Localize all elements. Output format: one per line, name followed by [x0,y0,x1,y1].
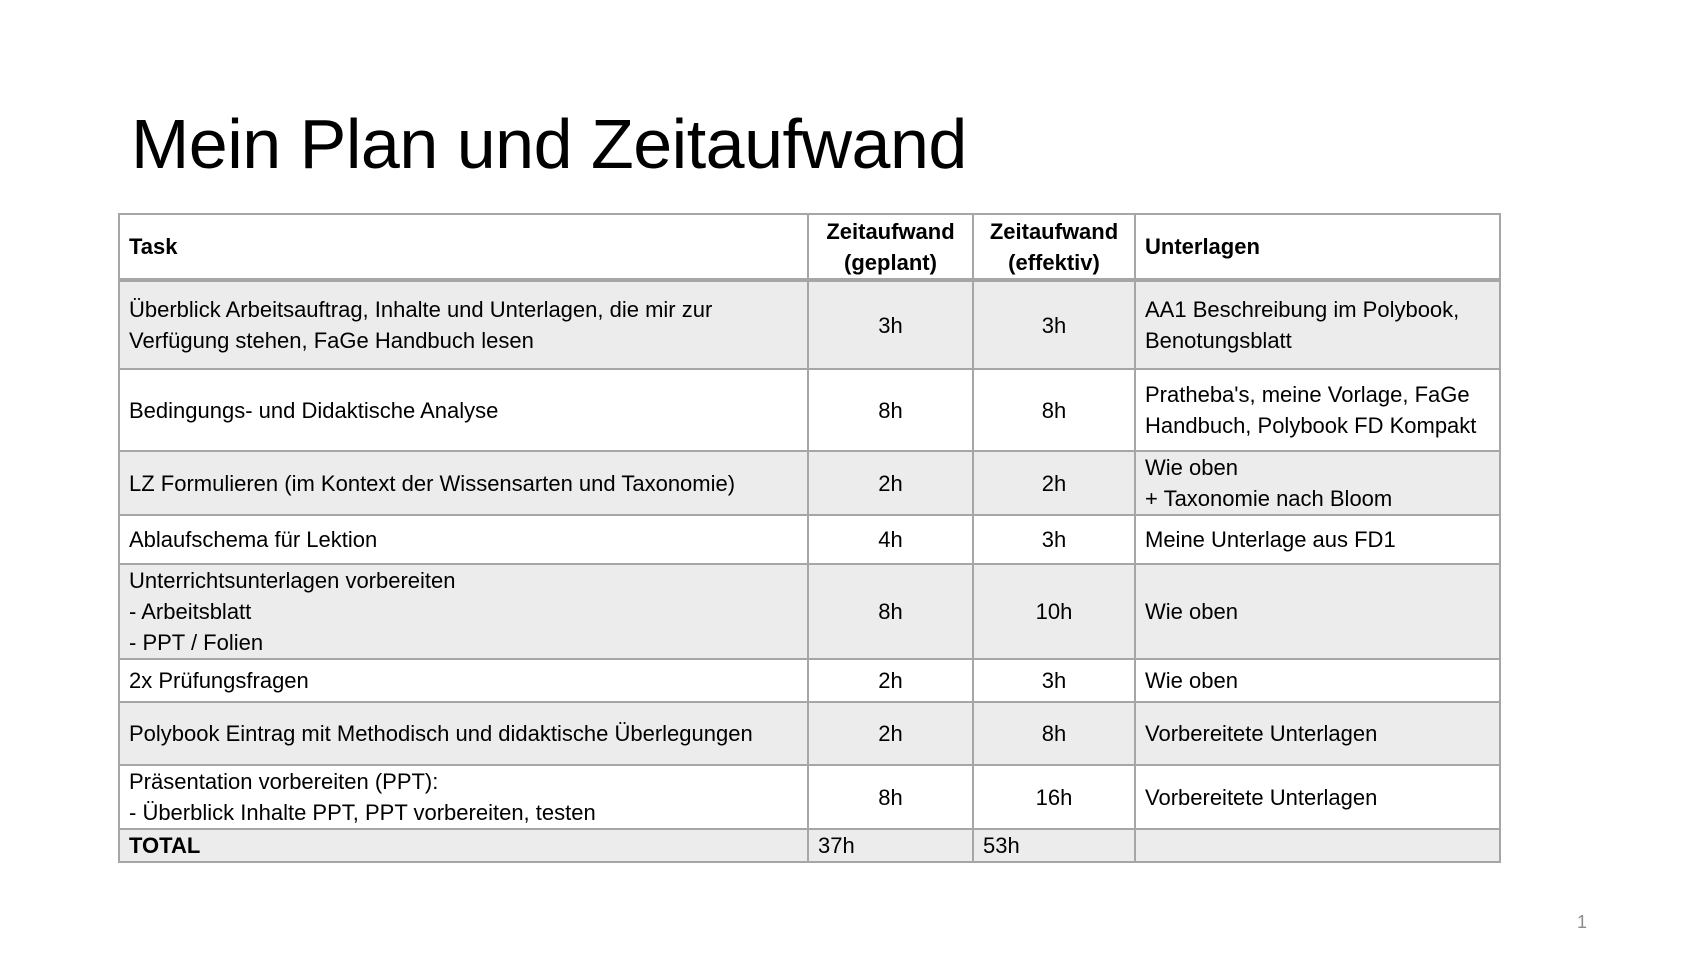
table-row: Unterrichtsunterlagen vorbereiten - Arbei… [118,563,1501,660]
total-materials [1134,828,1501,863]
task-cell-line: - Arbeitsblatt [129,599,252,624]
materials-cell: Pratheba's, meine Vorlage, FaGe Handbuch,… [1134,368,1501,452]
planned-time-cell: 3h [807,279,974,370]
page-number: 1 [1577,912,1588,932]
table-row: 2x Prüfungsfragen 2h 3h Wie oben [118,658,1501,703]
planned-time-cell: 8h [807,563,974,660]
effective-time-cell: 8h [972,368,1136,452]
task-cell: Bedingungs- und Didaktische Analyse [118,368,809,452]
header-materials: Unterlagen [1134,213,1501,282]
materials-cell: AA1 Beschreibung im Polybook, Benotungsbl… [1134,279,1501,370]
materials-cell-line: Benotungsblatt [1145,328,1292,353]
header-planned-time: Zeitaufwand (geplant) [807,213,974,282]
effective-time-cell: 3h [972,279,1136,370]
materials-cell-line: Wie oben [1145,599,1238,624]
total-row: TOTAL 37h 53h [118,828,1501,863]
materials-cell: Vorbereitete Unterlagen [1134,764,1501,830]
effective-time-cell: 3h [972,514,1136,565]
effective-time-cell: 10h [972,563,1136,660]
materials-cell-line: Vorbereitete Unterlagen [1145,784,1378,810]
task-cell-line: Bedingungs- und Didaktische Analyse [129,397,499,423]
planned-time-cell: 2h [807,658,974,703]
header-effective-line: Zeitaufwand [989,218,1119,244]
total-label: TOTAL [118,828,809,863]
header-planned-line: (geplant) [844,249,937,275]
table-header-row: Task Zeitaufwand (geplant) Zeitaufwand (… [118,213,1501,282]
effective-time-cell: 16h [972,764,1136,830]
materials-cell-line: AA1 Beschreibung im Polybook, [1145,297,1460,322]
task-cell: Ablaufschema für Lektion [118,514,809,565]
header-effective-time: Zeitaufwand (effektiv) [972,213,1136,282]
header-effective-line: (effektiv) [1008,249,1100,275]
total-effective: 53h [972,828,1136,863]
table-row: Bedingungs- und Didaktische Analyse 8h 8h P… [118,368,1501,452]
effective-time-cell: 8h [972,701,1136,766]
materials-cell-line: Pratheba's, meine Vorlage, FaGe [1145,382,1470,407]
table-row: Ablaufschema für Lektion 4h 3h Meine Unterl… [118,514,1501,565]
table-row: Präsentation vorbereiten (PPT): - Überbli… [118,764,1501,830]
task-cell: Unterrichtsunterlagen vorbereiten - Arbei… [118,563,809,660]
task-cell-line: - PPT / Folien [129,630,264,655]
task-cell-line: 2x Prüfungsfragen [129,668,309,693]
task-cell-line: Überblick Arbeitsauftrag, Inhalte und Un… [129,297,713,322]
materials-cell-line: + Taxonomie nach Bloom [1145,486,1393,511]
effective-time-cell: 3h [972,658,1136,703]
materials-cell: Vorbereitete Unterlagen [1134,701,1501,766]
task-cell: Überblick Arbeitsauftrag, Inhalte und Un… [118,279,809,370]
materials-cell-line: Handbuch, Polybook FD Kompakt [1145,413,1477,438]
task-cell: Präsentation vorbereiten (PPT): - Überbli… [118,764,809,830]
materials-cell-line: Wie oben [1145,455,1238,480]
planned-time-cell: 8h [807,368,974,452]
total-planned: 37h [807,828,974,863]
task-cell-line: LZ Formulieren (im Kontext der Wissensar… [129,470,736,496]
materials-cell: Wie oben [1134,658,1501,703]
table-row: LZ Formulieren (im Kontext der Wissensar… [118,450,1501,516]
planned-time-cell: 2h [807,701,974,766]
task-cell-line: Verfügung stehen, FaGe Handbuch lesen [129,328,534,353]
task-cell-line: Ablaufschema für Lektion [129,527,378,552]
slide-title: Mein Plan und Zeitaufwand [131,105,967,183]
table-row: Polybook Eintrag mit Methodisch und dida… [118,701,1501,766]
table-row: Überblick Arbeitsauftrag, Inhalte und Un… [118,279,1501,370]
materials-cell: Meine Unterlage aus FD1 [1134,514,1501,565]
planned-time-cell: 2h [807,450,974,516]
effective-time-cell: 2h [972,450,1136,516]
materials-cell: Wie oben [1134,563,1501,660]
materials-cell-line: Vorbereitete Unterlagen [1145,721,1378,746]
header-planned-line: Zeitaufwand [826,218,955,244]
task-cell-line: Polybook Eintrag mit Methodisch und dida… [129,721,753,746]
materials-cell-line: Meine Unterlage aus FD1 [1145,527,1396,552]
task-cell: Polybook Eintrag mit Methodisch und dida… [118,701,809,766]
task-cell: 2x Prüfungsfragen [118,658,809,703]
materials-cell-line: Wie oben [1145,668,1238,693]
task-cell: LZ Formulieren (im Kontext der Wissensar… [118,450,809,516]
time-plan-table: Task Zeitaufwand (geplant) Zeitaufwand (… [118,213,1501,863]
task-cell-line: Präsentation vorbereiten (PPT): [129,769,439,794]
planned-time-cell: 8h [807,764,974,830]
task-cell-line: Unterrichtsunterlagen vorbereiten [129,568,456,593]
task-cell-line: - Überblick Inhalte PPT, PPT vorbereiten… [129,800,596,825]
header-task: Task [118,213,809,282]
materials-cell: Wie oben + Taxonomie nach Bloom [1134,450,1501,516]
planned-time-cell: 4h [807,514,974,565]
